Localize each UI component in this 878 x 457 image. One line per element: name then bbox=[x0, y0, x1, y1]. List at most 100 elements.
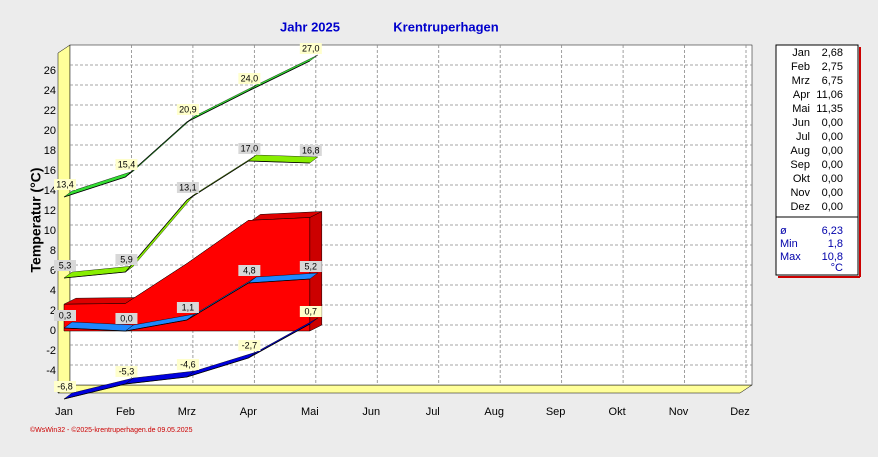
data-label: 20,9 bbox=[179, 104, 197, 114]
table-month: Jul bbox=[796, 131, 810, 143]
y-tick-label: 6 bbox=[50, 265, 56, 277]
table-value: 11,35 bbox=[816, 103, 843, 115]
data-label: -6,8 bbox=[57, 381, 73, 391]
data-label: 27,0 bbox=[302, 43, 320, 53]
label-box bbox=[299, 145, 322, 156]
table-month: Okt bbox=[793, 173, 810, 185]
label-box bbox=[176, 359, 199, 370]
y-tick-label: 12 bbox=[44, 205, 56, 217]
label-box bbox=[299, 306, 322, 317]
label-box bbox=[115, 159, 138, 170]
data-label: 5,3 bbox=[59, 260, 72, 270]
y-tick-label: 16 bbox=[44, 165, 56, 177]
y-tick-label: 10 bbox=[44, 225, 56, 237]
table-month: Aug bbox=[790, 145, 810, 157]
label-box bbox=[115, 366, 138, 377]
y-tick-label: 22 bbox=[44, 105, 56, 117]
table-value: 0,00 bbox=[822, 187, 843, 199]
y-tick-label: 14 bbox=[44, 185, 56, 197]
data-label: 4,8 bbox=[243, 265, 256, 275]
data-label: -2,7 bbox=[242, 340, 258, 350]
x-tick-label: Mrz bbox=[178, 406, 196, 418]
label-box bbox=[115, 313, 138, 324]
data-label: 16,8 bbox=[302, 145, 320, 155]
x-tick-label: Jun bbox=[362, 406, 380, 418]
label-box bbox=[238, 340, 261, 351]
y-tick-label: 26 bbox=[44, 65, 56, 77]
label-box bbox=[299, 43, 322, 54]
data-label: 1,1 bbox=[182, 302, 195, 312]
series-line bbox=[63, 60, 310, 198]
series-line bbox=[63, 323, 311, 400]
y-tick-label: 20 bbox=[44, 125, 56, 137]
stat-value: 1,8 bbox=[828, 238, 843, 250]
stat-label: Min bbox=[780, 238, 798, 250]
x-tick-label: Dez bbox=[730, 406, 750, 418]
y-tick-label: -4 bbox=[46, 365, 56, 377]
table-value: 11,06 bbox=[816, 89, 843, 101]
x-tick-label: Jan bbox=[55, 406, 73, 418]
data-label: 0,7 bbox=[305, 306, 318, 316]
table-month: Apr bbox=[793, 89, 810, 101]
label-box bbox=[238, 73, 261, 84]
label-box bbox=[238, 143, 261, 154]
series-line bbox=[63, 278, 310, 332]
series-line bbox=[63, 160, 310, 279]
x-tick-label: Apr bbox=[240, 406, 257, 418]
table-value: 0,00 bbox=[822, 117, 843, 129]
label-box bbox=[176, 182, 199, 193]
label-box bbox=[176, 302, 199, 313]
table-month: Nov bbox=[790, 187, 810, 199]
table-value: 0,00 bbox=[822, 201, 843, 213]
plot-area bbox=[69, 44, 753, 386]
stat-label: ø bbox=[780, 225, 787, 237]
data-label: 13,4 bbox=[56, 179, 74, 189]
chart-title: Jahr 2025 bbox=[280, 19, 340, 34]
y-axis-label: Temperatur (°C) bbox=[28, 168, 44, 273]
data-label: 0,0 bbox=[120, 313, 133, 323]
y-tick-label: 0 bbox=[50, 325, 56, 337]
table-month: Dez bbox=[790, 201, 810, 213]
data-label: 0,3 bbox=[59, 310, 72, 320]
y-tick-label: 4 bbox=[50, 285, 56, 297]
table-month: Mai bbox=[792, 103, 810, 115]
x-tick-label: Nov bbox=[669, 406, 689, 418]
footer: ©WsWin32 - ©2025-krentruperhagen.de 09.0… bbox=[30, 426, 193, 434]
label-box bbox=[54, 260, 76, 271]
x-tick-label: Feb bbox=[116, 406, 135, 418]
label-box bbox=[54, 310, 76, 321]
table-value: 6,75 bbox=[822, 75, 843, 87]
y-tick-label: -2 bbox=[46, 345, 56, 357]
x-tick-label: Jul bbox=[426, 406, 440, 418]
label-box bbox=[54, 381, 76, 392]
x-tick-label: Aug bbox=[484, 406, 504, 418]
table-value: 0,00 bbox=[822, 131, 843, 143]
stat-value: 6,23 bbox=[822, 225, 843, 237]
table-value: 2,68 bbox=[822, 47, 843, 59]
data-label: 24,0 bbox=[241, 73, 259, 83]
x-tick-label: Sep bbox=[546, 406, 566, 418]
table-month: Sep bbox=[790, 159, 810, 171]
y-tick-label: 18 bbox=[44, 145, 56, 157]
data-label: -4,6 bbox=[180, 359, 196, 369]
y-tick-label: 8 bbox=[50, 245, 56, 257]
chart-subtitle: Krentruperhagen bbox=[393, 19, 499, 34]
table-month: Jan bbox=[792, 47, 810, 59]
data-label: 13,1 bbox=[179, 182, 197, 192]
y-tick-label: 24 bbox=[44, 85, 56, 97]
x-tick-label: Okt bbox=[609, 406, 626, 418]
data-label: 5,9 bbox=[120, 254, 133, 264]
table-month: Feb bbox=[791, 61, 810, 73]
stat-value: 10,8 bbox=[822, 251, 843, 263]
x-tick-label: Mai bbox=[301, 406, 319, 418]
label-box bbox=[238, 265, 261, 276]
y-tick-label: 2 bbox=[50, 305, 56, 317]
label-box bbox=[115, 254, 138, 265]
table-month: Mrz bbox=[792, 75, 810, 87]
data-label: 5,2 bbox=[305, 261, 318, 271]
floor bbox=[57, 384, 753, 394]
stat-label: Max bbox=[780, 251, 801, 263]
data-label: 17,0 bbox=[241, 143, 259, 153]
label-box bbox=[176, 104, 199, 115]
